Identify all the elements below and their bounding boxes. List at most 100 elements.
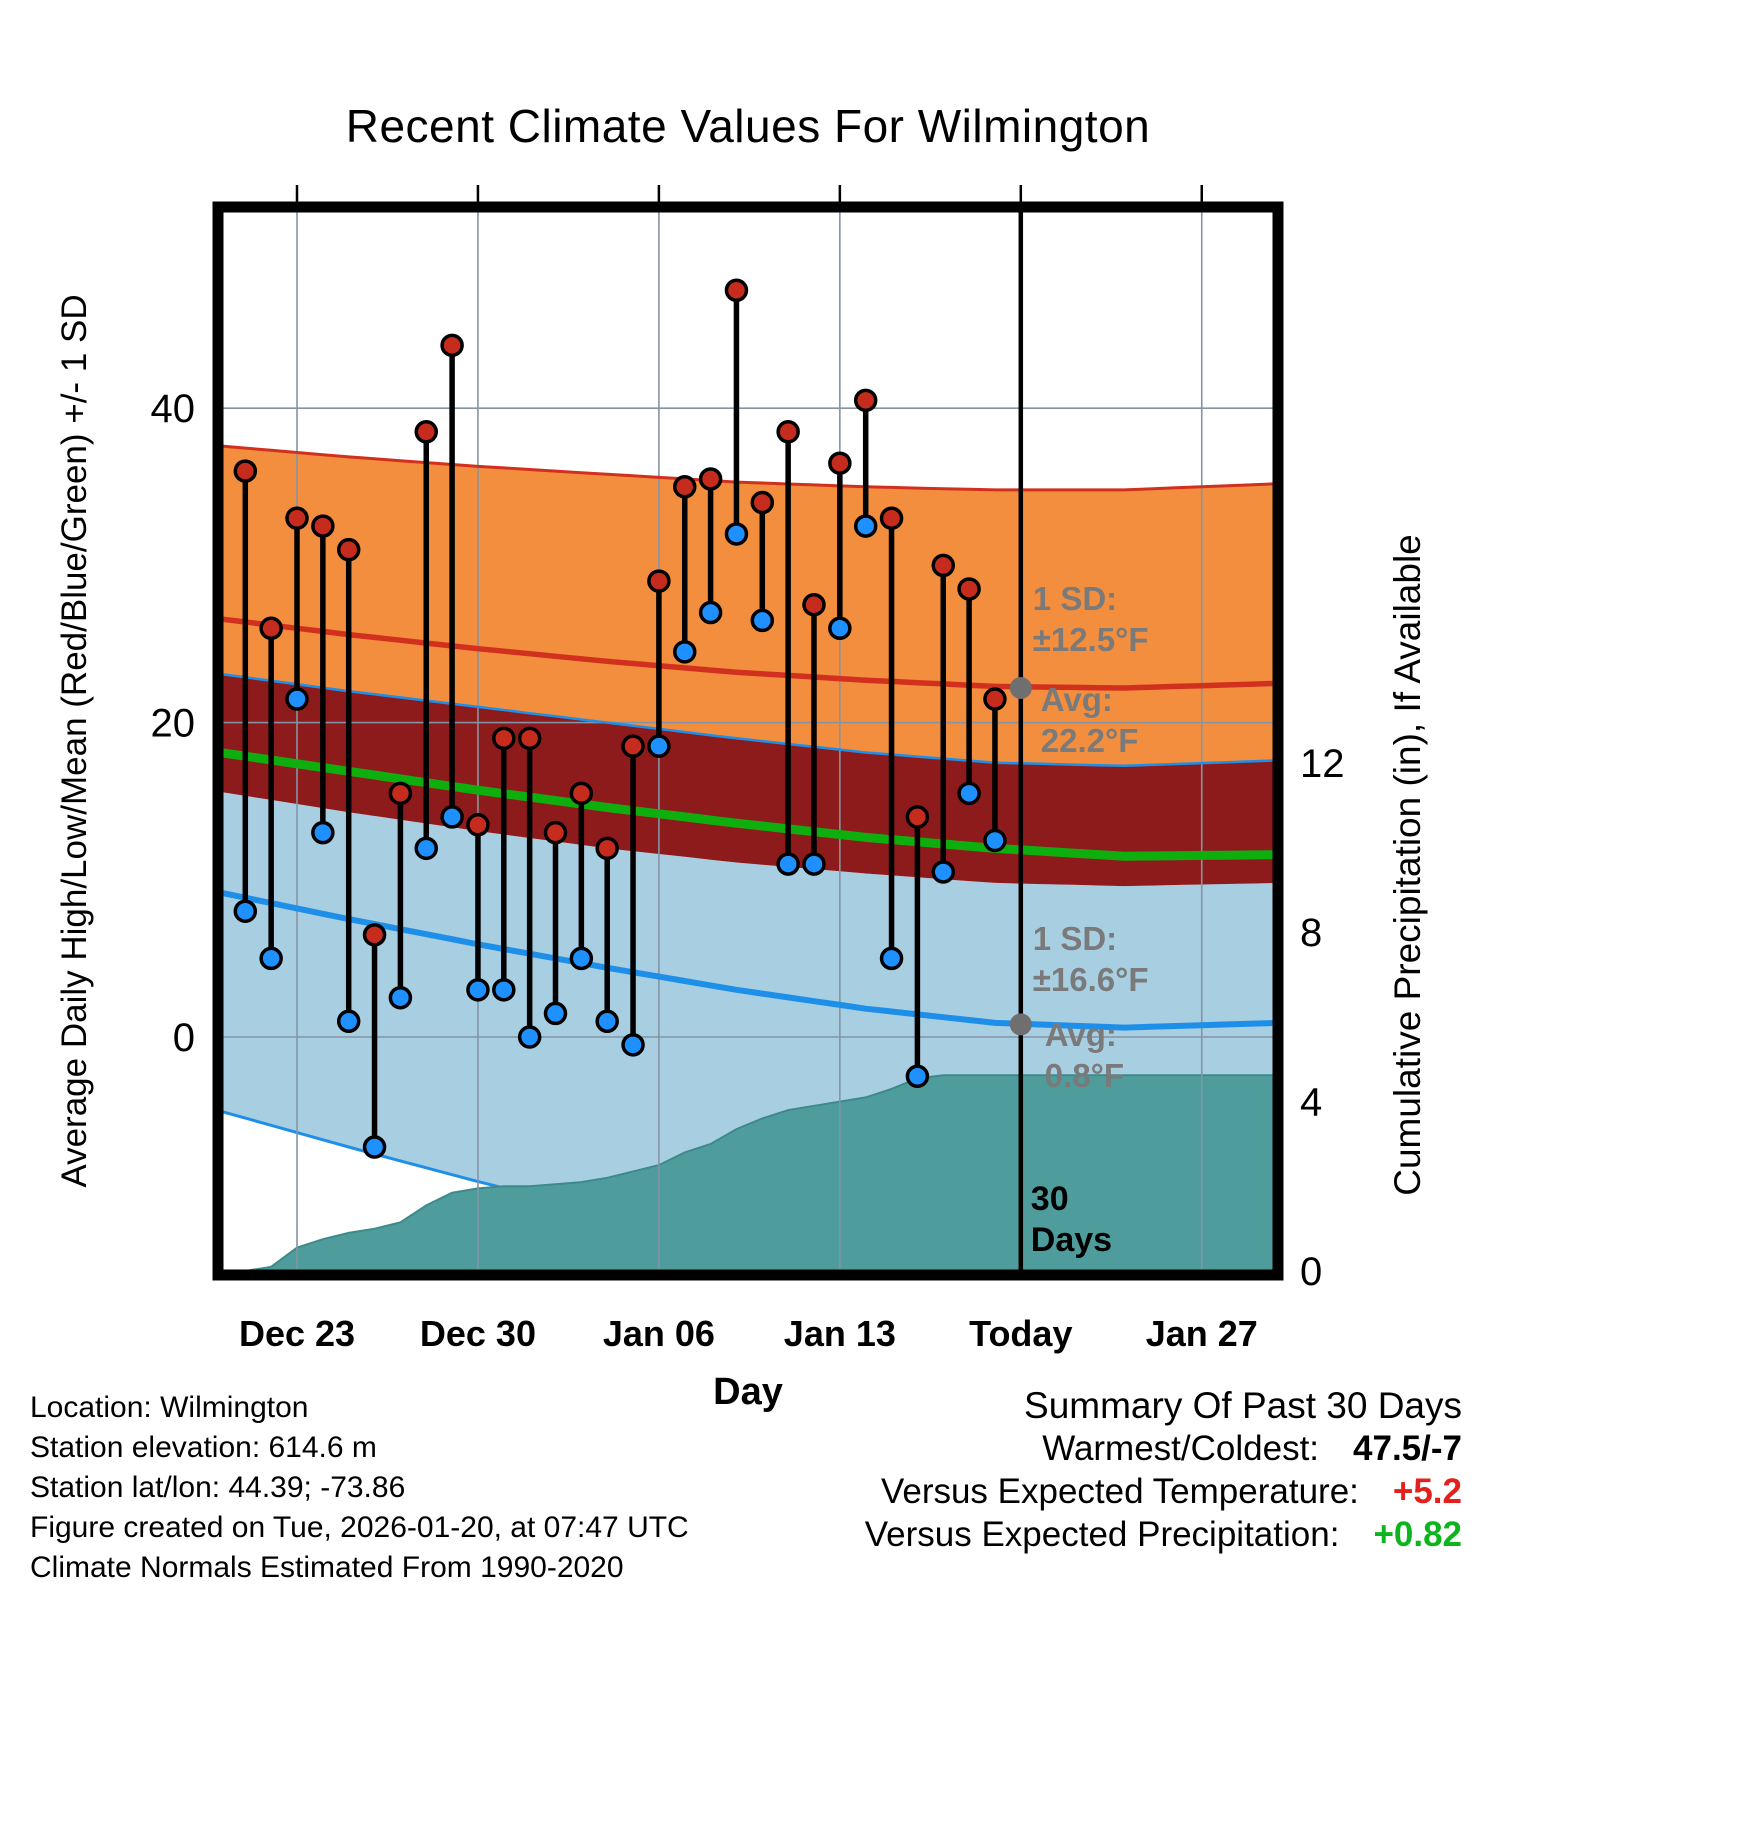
annotation-30-days: 30 <box>1031 1180 1069 1218</box>
annotation-low-avg: Avg: <box>1045 1016 1117 1053</box>
annotation-low-sd: 1 SD: <box>1033 920 1117 957</box>
low-dot <box>517 1025 542 1049</box>
low-dot <box>543 1001 568 1026</box>
summary-title: Summary Of Past 30 Days <box>1024 1385 1462 1426</box>
line-low-avg <box>218 889 1278 1031</box>
low-dot <box>492 978 516 1002</box>
tick-label-y-right: 4 <box>1300 1081 1322 1125</box>
axis-label-right: Cumulative Precipitation (in), If Availa… <box>1387 534 1428 1196</box>
station-info-line: Station lat/lon: 44.39; -73.86 <box>30 1471 406 1504</box>
low-dot <box>853 514 878 538</box>
high-dot <box>362 923 387 947</box>
station-info: Location: Wilmington Station elevation: … <box>30 1388 689 1588</box>
annotation-high-sd: ±12.5°F <box>1033 621 1149 658</box>
high-dot <box>259 616 283 641</box>
high-dot <box>647 569 671 593</box>
low-dot <box>311 820 335 845</box>
high-dot <box>517 726 542 751</box>
summary-row: Versus Expected Precipitation: +0.82 <box>865 1513 1462 1556</box>
tick-label-x: Jan 06 <box>603 1313 715 1354</box>
low-dot <box>905 1064 930 1089</box>
annotation-high-avg: Avg: <box>1041 681 1113 718</box>
low-dot <box>957 781 981 806</box>
precip-area <box>218 1074 1278 1275</box>
high-dot <box>595 836 619 861</box>
tick-label-y-right: 8 <box>1300 911 1322 955</box>
tick-label-y-right: 12 <box>1300 742 1345 786</box>
low-dot <box>595 1009 619 1034</box>
tick-label-y-right: 0 <box>1300 1250 1322 1294</box>
tick-label-y-left: 40 <box>151 387 196 431</box>
tick-label-y-left: 20 <box>151 702 196 746</box>
summary-panel: Summary Of Past 30 Days Warmest/Coldest:… <box>865 1384 1462 1556</box>
high-dot <box>828 451 852 475</box>
axis-label-x: Day <box>713 1371 783 1413</box>
summary-row: Versus Expected Temperature: +5.2 <box>865 1470 1462 1513</box>
high-dot <box>931 553 955 578</box>
axis-label-left: Average Daily High/Low/Mean (Red/Blue/Gr… <box>55 294 94 1187</box>
summary-value-0: 47.5/-7 <box>1353 1429 1462 1468</box>
summary-value-1: +5.2 <box>1392 1472 1462 1511</box>
low-dot <box>285 687 309 711</box>
annotation-high-avg: 22.2°F <box>1041 722 1139 759</box>
high-dot <box>673 475 697 499</box>
high-dot <box>285 506 309 530</box>
high-dot <box>853 388 878 413</box>
high-dot <box>311 514 335 538</box>
high-dot <box>776 420 800 444</box>
annotation-high-sd: 1 SD: <box>1033 580 1117 617</box>
tick-label-y-left: 0 <box>173 1016 195 1060</box>
low-dot <box>750 608 775 633</box>
low-dot <box>414 836 438 861</box>
annotation-low-avg: 0.8°F <box>1045 1057 1124 1094</box>
high-dot <box>492 726 516 751</box>
high-dot <box>440 333 464 358</box>
high-dot <box>983 687 1007 711</box>
tick-label-x: Jan 27 <box>1146 1313 1258 1354</box>
summary-label-0: Warmest/Coldest: <box>1042 1429 1320 1468</box>
low-dot <box>673 640 697 664</box>
chart-title: Recent Climate Values For Wilmington <box>345 100 1151 152</box>
line-high-avg <box>219 616 1278 691</box>
low-dot <box>983 828 1007 853</box>
low-dot <box>440 805 464 829</box>
low-dot <box>233 899 258 923</box>
high-dot <box>233 459 258 483</box>
plot-area <box>218 207 1278 1275</box>
tick-label-x: Dec 23 <box>239 1313 355 1354</box>
high-dot <box>569 781 594 806</box>
summary-value-2: +0.82 <box>1373 1515 1462 1554</box>
high-dot <box>802 592 826 617</box>
tick-label-x: Jan 13 <box>784 1313 896 1354</box>
high-dot <box>750 490 775 515</box>
summary-row: Warmest/Coldest: 47.5/-7 <box>865 1427 1462 1470</box>
avg-marker-high <box>1009 677 1032 700</box>
low-dot <box>698 600 723 625</box>
avg-marker-low <box>1009 1013 1032 1036</box>
high-dot <box>621 734 645 758</box>
line-mean-avg <box>218 748 1278 861</box>
high-dot <box>388 781 413 806</box>
high-dot <box>879 506 904 530</box>
high-dot <box>543 820 568 845</box>
low-dot <box>362 1135 387 1159</box>
tick-label-x: Dec 30 <box>420 1313 536 1354</box>
band-overlap <box>219 673 1278 887</box>
low-dot <box>879 946 904 971</box>
tick-label-x: Today <box>969 1313 1072 1354</box>
station-info-line: Station elevation: 614.6 m <box>30 1431 377 1464</box>
low-dot <box>569 946 594 971</box>
high-dot <box>466 813 490 837</box>
high-dot <box>905 805 930 829</box>
low-dot <box>466 978 490 1002</box>
station-info-line: Climate Normals Estimated From 1990-2020 <box>30 1551 624 1584</box>
high-dot <box>414 420 438 444</box>
low-dot <box>828 616 852 641</box>
low-dot <box>776 852 800 876</box>
station-info-line: Location: Wilmington <box>30 1391 309 1424</box>
low-dot <box>336 1009 361 1034</box>
high-dot <box>336 537 361 562</box>
plot-frame <box>212 201 1284 1281</box>
